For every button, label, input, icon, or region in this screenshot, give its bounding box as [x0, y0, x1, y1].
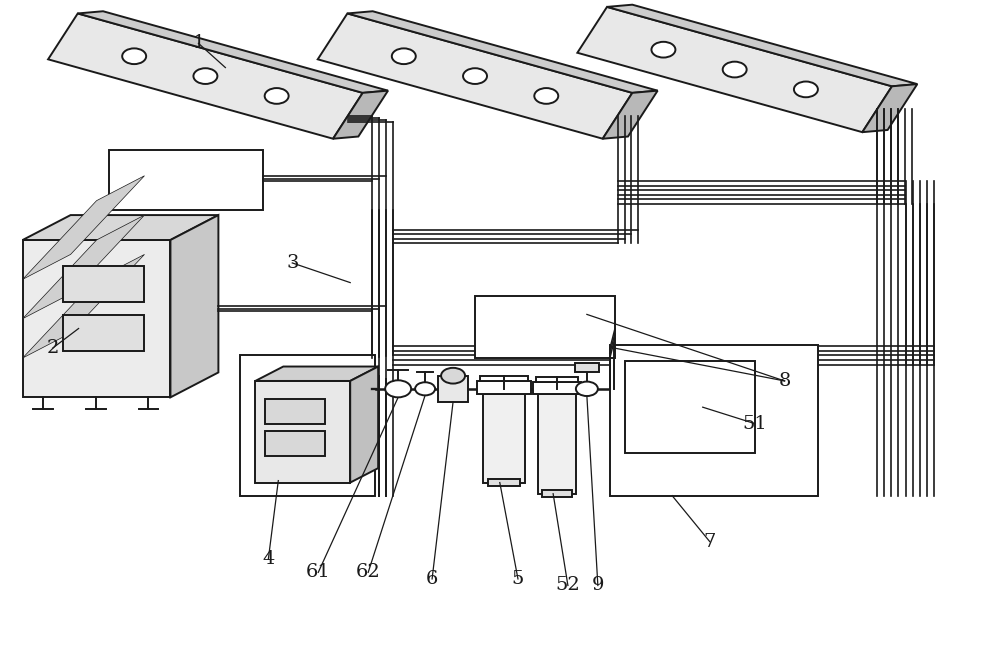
Circle shape	[534, 88, 558, 104]
Polygon shape	[318, 13, 632, 139]
Bar	[480, 376, 528, 381]
Polygon shape	[170, 215, 218, 397]
Bar	[63, 266, 144, 302]
Circle shape	[794, 81, 818, 97]
Polygon shape	[48, 13, 363, 139]
Bar	[265, 399, 325, 424]
Circle shape	[463, 68, 487, 84]
Circle shape	[415, 382, 435, 396]
Polygon shape	[23, 215, 144, 319]
Polygon shape	[577, 7, 892, 132]
Polygon shape	[78, 11, 388, 93]
Polygon shape	[862, 84, 917, 132]
Bar	[63, 315, 144, 351]
Text: 51: 51	[742, 415, 767, 432]
Text: 7: 7	[704, 533, 716, 551]
Text: 2: 2	[46, 339, 59, 357]
Polygon shape	[23, 215, 218, 240]
Polygon shape	[607, 5, 917, 86]
Text: 6: 6	[426, 570, 438, 588]
Bar	[625, 361, 755, 453]
Circle shape	[385, 380, 411, 397]
Bar	[109, 150, 263, 210]
Circle shape	[723, 62, 747, 78]
Text: 4: 4	[262, 551, 275, 568]
Bar	[438, 376, 468, 402]
Text: 5: 5	[512, 570, 524, 588]
Bar	[488, 480, 520, 486]
Bar	[610, 345, 818, 495]
Text: 1: 1	[192, 34, 205, 53]
Circle shape	[193, 68, 217, 84]
Polygon shape	[333, 91, 388, 139]
Bar	[265, 432, 325, 457]
Circle shape	[265, 88, 289, 104]
Text: 8: 8	[778, 372, 791, 390]
Circle shape	[392, 49, 416, 64]
Bar	[483, 394, 525, 483]
Polygon shape	[350, 367, 378, 483]
Text: 61: 61	[306, 564, 331, 581]
Bar	[477, 381, 531, 394]
Bar	[240, 355, 375, 495]
Bar	[538, 394, 576, 493]
Polygon shape	[23, 254, 144, 358]
Bar	[533, 382, 581, 394]
Circle shape	[122, 49, 146, 64]
Circle shape	[651, 42, 675, 58]
Polygon shape	[23, 240, 170, 397]
Text: 3: 3	[286, 254, 299, 272]
Polygon shape	[347, 11, 658, 93]
Polygon shape	[603, 91, 658, 139]
Polygon shape	[23, 175, 144, 279]
Circle shape	[441, 368, 465, 384]
Bar	[542, 490, 572, 497]
Text: 52: 52	[556, 576, 580, 595]
Bar	[575, 363, 599, 373]
Bar	[536, 377, 578, 382]
Text: 9: 9	[592, 576, 604, 595]
Circle shape	[576, 382, 598, 396]
Polygon shape	[255, 381, 350, 483]
Polygon shape	[255, 367, 378, 381]
Bar	[475, 296, 615, 358]
Text: 62: 62	[356, 564, 381, 581]
